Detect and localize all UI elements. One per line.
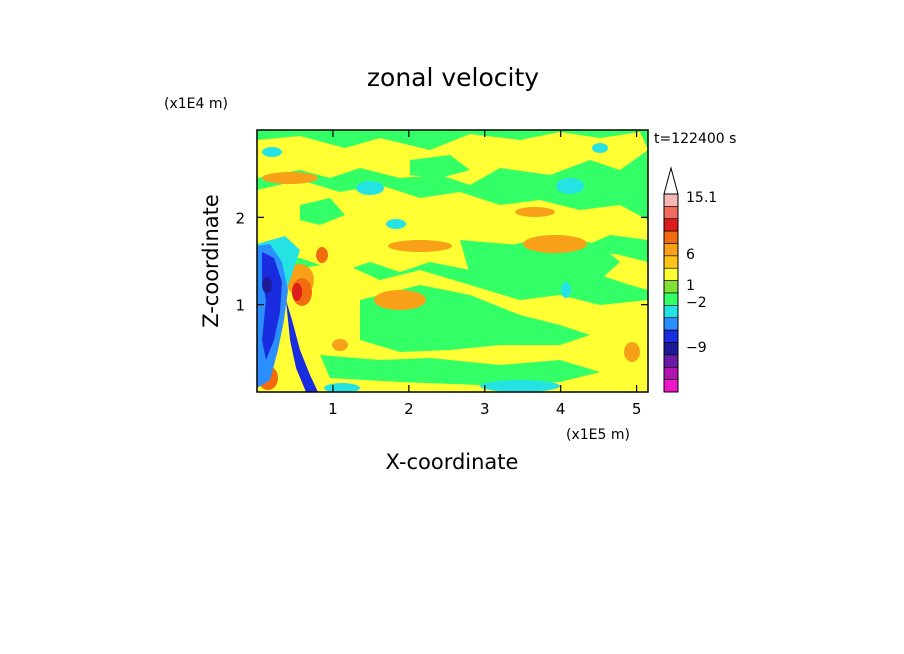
- colorbar-label: 15.1: [686, 190, 717, 206]
- colorbar-segment: [663, 243, 679, 257]
- colorbar-segment: [663, 354, 679, 368]
- orange-blob: [523, 235, 587, 253]
- colorbar-segment: [663, 317, 679, 331]
- colorbar-segment: [663, 218, 679, 232]
- colorbar-segment: [663, 280, 679, 294]
- colorbar-label: 1: [686, 278, 695, 294]
- colorbar: 15.1 6 1−2 −9: [663, 166, 717, 393]
- x-tick-label: 3: [480, 400, 490, 418]
- axis-ticks: 1 2 3 4 5 1 2: [235, 130, 648, 418]
- colorbar-segment: [663, 366, 679, 380]
- y-tick-label: 2: [235, 209, 245, 227]
- orange-blob: [262, 172, 318, 184]
- colorbar-segment: [663, 193, 679, 207]
- colorbar-label: −9: [686, 340, 707, 356]
- colorbar-segment: [663, 206, 679, 220]
- orange-blob: [374, 290, 426, 310]
- contour-field: [257, 130, 648, 392]
- colorbar-label: 6: [686, 247, 695, 263]
- plot-frame: [256, 129, 649, 393]
- colorbar-segment: [663, 305, 679, 319]
- colorbar-segment: [663, 342, 679, 356]
- x-axis-label: X-coordinate: [386, 450, 519, 474]
- y-unit-label: (x1E4 m): [164, 96, 228, 112]
- colorbar-segment: [663, 255, 679, 269]
- x-tick-label: 1: [328, 400, 338, 418]
- y-tick-label: 1: [235, 297, 245, 315]
- x-tick-label: 5: [632, 400, 642, 418]
- y-axis-label: Z-coordinate: [199, 194, 223, 328]
- blue-contours: [257, 244, 318, 392]
- x-tick-label: 4: [556, 400, 566, 418]
- orange-blob: [388, 240, 452, 252]
- time-label: t=122400 s: [654, 131, 736, 147]
- colorbar-frame: [663, 193, 679, 393]
- orange-blob: [624, 342, 640, 362]
- colorbar-segment: [663, 329, 679, 343]
- colorbar-segment: [663, 267, 679, 281]
- colorbar-segment: [663, 292, 679, 306]
- orange-blob: [515, 207, 555, 217]
- colorbar-label: −2: [686, 295, 707, 311]
- colorbar-segment: [663, 379, 679, 393]
- colorbar-segment: [663, 230, 679, 244]
- chart-title: zonal velocity: [367, 63, 539, 92]
- orange-blob: [332, 339, 348, 351]
- x-tick-label: 2: [404, 400, 414, 418]
- colorbar-arrow: [663, 166, 679, 195]
- x-unit-label: (x1E5 m): [566, 427, 630, 443]
